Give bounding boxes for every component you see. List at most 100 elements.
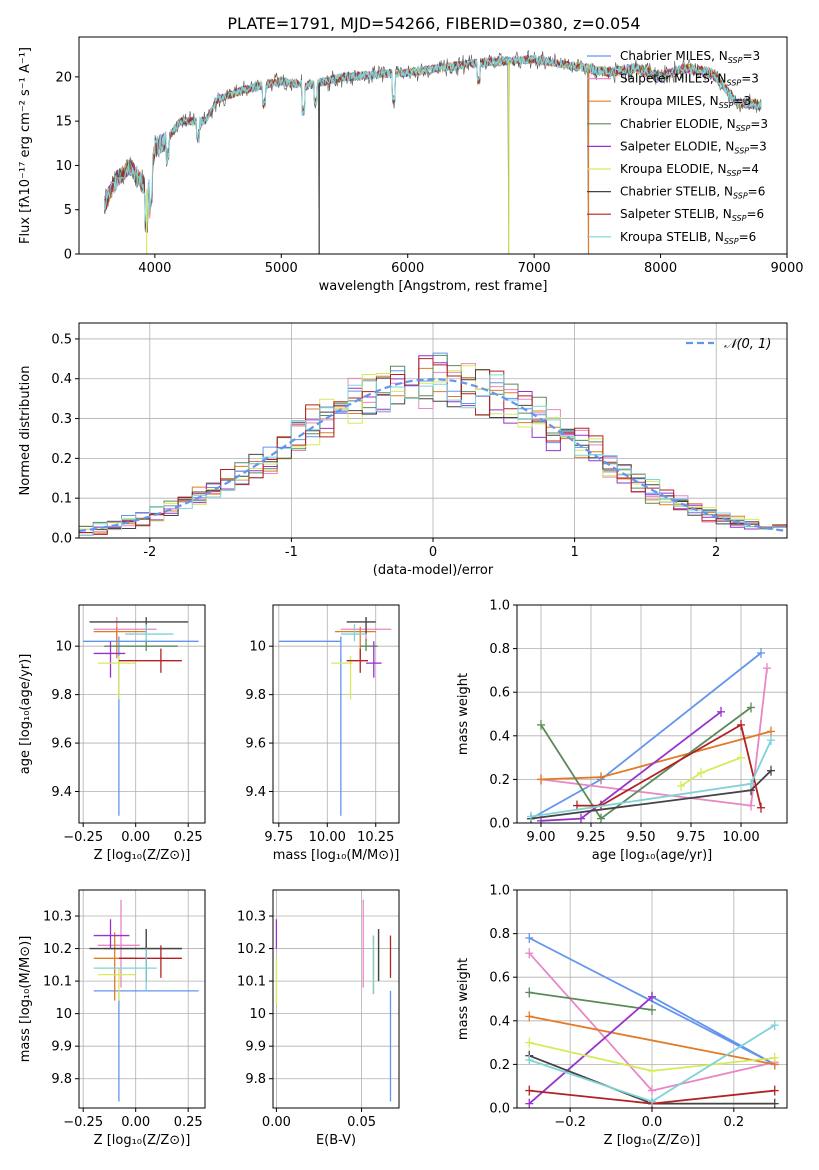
y-tick-label: 9.9 [51, 1040, 72, 1055]
x-tick-label: 0.05 [347, 1115, 376, 1130]
y-tick-label: 10.1 [43, 975, 72, 990]
y-axis-label: mass [log₁₀(M/M⊙)] [18, 936, 33, 1063]
data-point-8 [340, 624, 367, 642]
weight-marker [648, 1065, 656, 1076]
data-point-1 [93, 617, 157, 642]
weight-marker [770, 1085, 779, 1096]
x-axis-label: Z [log₁₀(Z/Z⊙)] [604, 1133, 701, 1148]
spectrum-series-8 [103, 53, 762, 231]
legend-label: Chabrier MILES, NSSP=3 [620, 49, 760, 65]
weight-marker [747, 778, 755, 789]
x-tick-label: -2 [143, 545, 156, 560]
weight-marker [770, 1098, 779, 1108]
weight-marker [648, 1085, 656, 1096]
y-tick-label: 1.0 [489, 884, 510, 899]
weight-series-3 [529, 991, 653, 1011]
panel-weight-vs-Z: −0.2 0.0 0.2 0.0 0.2 0.4 0.6 0.8 1.0 Z [log₁₀(Z/Z… [456, 884, 788, 1148]
weight-marker [537, 774, 545, 785]
plot-area [79, 352, 787, 536]
weight-marker [767, 735, 775, 746]
x-tick-label: −0.25 [63, 830, 103, 845]
plot-area [527, 647, 775, 823]
data-point-7 [118, 945, 182, 978]
x-axis-label: age [log₁₀(age/yr)] [592, 848, 713, 863]
weight-marker [767, 765, 775, 776]
histogram-series-5 [79, 365, 787, 530]
y-tick-label: 5 [64, 203, 72, 218]
y-tick-label: 0.4 [51, 372, 72, 387]
figure-title: PLATE=1791, MJD=54266, FIBERID=0380, z=0… [227, 14, 640, 33]
legend-label: Salpeter MILES, NSSP=3 [620, 72, 759, 88]
x-axis-label: wavelength [Angstrom, rest frame] [319, 279, 548, 294]
x-tick-label: 10.00 [309, 830, 346, 845]
x-tick-label: 9.75 [264, 830, 293, 845]
y-tick-label: 9.4 [51, 785, 72, 800]
y-axis-label: age [log₁₀(age/yr)] [18, 654, 33, 775]
axes-frame [78, 322, 788, 539]
weight-marker [763, 663, 771, 674]
weight-marker [648, 1004, 656, 1015]
plot-area [103, 50, 762, 254]
weight-marker [697, 767, 705, 778]
legend-label: Kroupa STELIB, NSSP=6 [620, 230, 756, 246]
legend-label: Chabrier ELODIE, NSSP=3 [620, 117, 768, 133]
legend-label: Chabrier STELIB, NSSP=6 [620, 185, 765, 201]
y-tick-label: 0.0 [489, 1102, 510, 1117]
x-tick-label: 2 [712, 545, 720, 560]
axes-frame [272, 889, 400, 1109]
weight-marker [525, 1055, 534, 1066]
x-tick-label: 9.50 [627, 830, 656, 845]
axes-frame [516, 604, 788, 824]
weight-marker [525, 1085, 534, 1096]
y-tick-label: 0.0 [51, 532, 72, 547]
x-tick-label: 9.25 [577, 830, 606, 845]
legend-label: Salpeter ELODIE, NSSP=3 [620, 139, 767, 155]
x-tick-label: −0.2 [554, 1115, 586, 1130]
panel-mass-vs-ebv: 0.00 0.05 9.8 9.9 10 10.1 10.2 10.3 E(B-V) [237, 889, 400, 1148]
y-tick-label: 10 [55, 640, 72, 655]
y-tick-label: 1.0 [489, 599, 510, 614]
panel-weight-vs-age: 9.00 9.25 9.50 9.75 10.00 0.0 0.2 0.4 0.6 0.8 1.0 a… [456, 599, 788, 863]
y-tick-label: 0.5 [51, 332, 72, 347]
spectrum-legend: Chabrier MILES, NSSP=3 Salpeter MILES, NS… [587, 49, 768, 246]
y-tick-label: 0.1 [51, 492, 72, 507]
weight-marker [537, 719, 545, 730]
y-tick-label: 15 [55, 115, 72, 130]
weight-marker [770, 1020, 779, 1031]
x-tick-label: 0.25 [174, 830, 203, 845]
weight-series-5 [680, 756, 742, 787]
panel-residuals: -2 -1 0 1 2 0.0 0.1 0.2 0.3 0.4 0.5 (data-model)/er… [18, 322, 788, 578]
y-tick-label: 10.3 [43, 910, 72, 925]
y-axis-label: mass weight [456, 958, 471, 1040]
weight-marker [527, 811, 535, 822]
plot-area [525, 932, 779, 1108]
data-point-3 [104, 929, 182, 982]
weight-marker [525, 932, 534, 943]
weight-marker [757, 802, 765, 813]
weight-marker [767, 726, 775, 737]
x-tick-label: 10.00 [722, 830, 759, 845]
y-tick-label: 20 [55, 70, 72, 85]
y-tick-label: 0.2 [51, 452, 72, 467]
data-point-6 [346, 617, 376, 635]
weight-series-4 [528, 996, 653, 1105]
y-axis-label: Flux [fλ10⁻¹⁷ erg cm⁻² s⁻¹ A⁻¹] [18, 47, 33, 244]
axes-frame [78, 889, 206, 1109]
grid-lines [79, 605, 205, 823]
y-tick-label: 9.8 [51, 688, 72, 703]
weight-marker [525, 987, 534, 998]
axes-frame [516, 889, 788, 1109]
weight-marker [597, 813, 605, 823]
weight-marker [757, 647, 765, 658]
grid-lines [273, 890, 399, 1108]
data-point-4 [366, 641, 382, 678]
x-tick-label: 9.00 [527, 830, 556, 845]
x-tick-label: 0.0 [642, 1115, 663, 1130]
y-axis-label: Normed distribution [18, 366, 33, 496]
y-tick-label: 9.6 [245, 737, 266, 752]
x-tick-label: 1 [570, 545, 578, 560]
grid-lines [273, 605, 399, 823]
data-point-8 [125, 624, 174, 642]
x-tick-label: 0.00 [262, 1115, 291, 1130]
x-tick-label: 9000 [770, 261, 803, 276]
